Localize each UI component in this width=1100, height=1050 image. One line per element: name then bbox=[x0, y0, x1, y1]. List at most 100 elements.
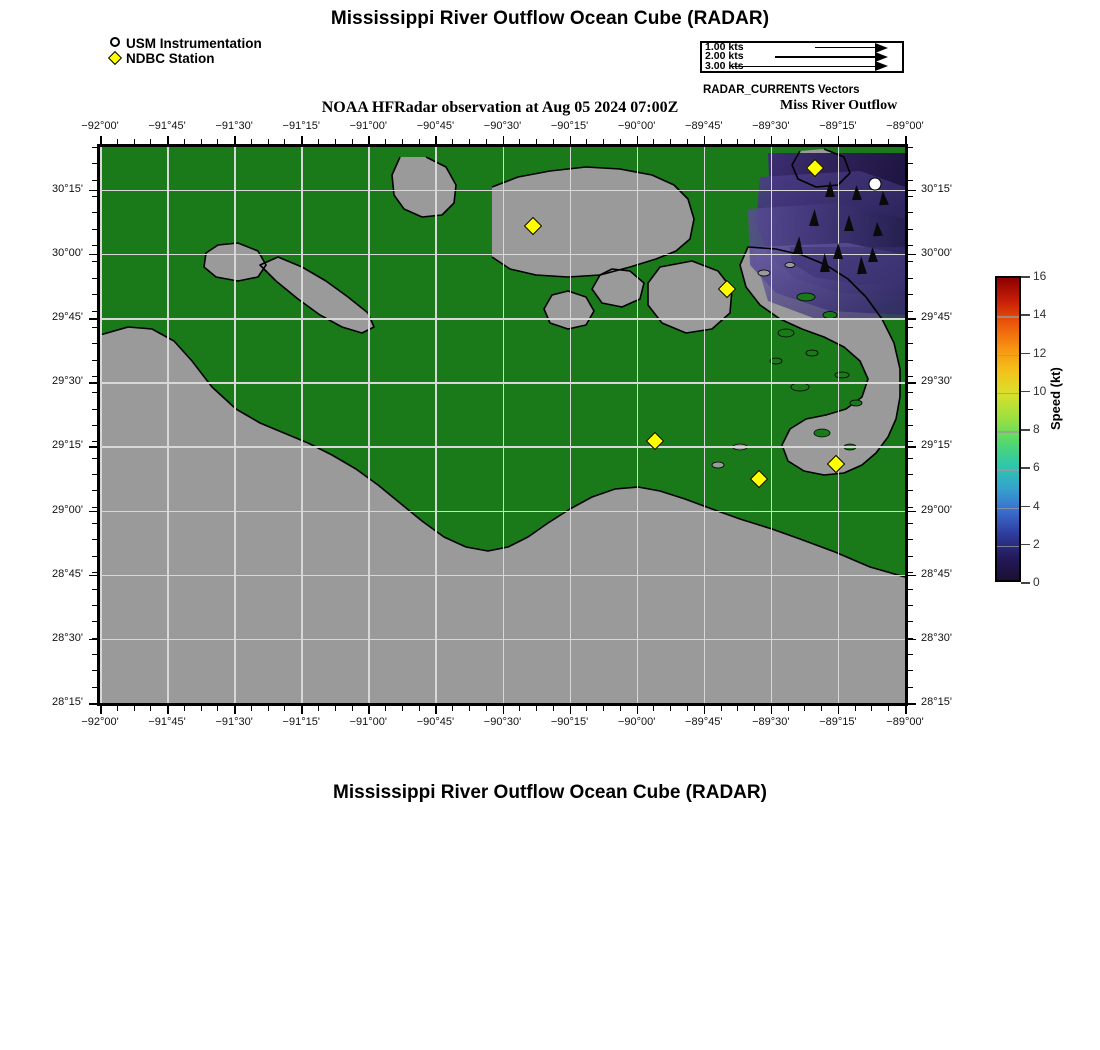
x-axis-minor-tick bbox=[502, 139, 504, 144]
y-axis-tick bbox=[89, 574, 97, 577]
x-axis-label: −90°30' bbox=[483, 716, 522, 728]
x-axis-minor-tick bbox=[821, 139, 823, 144]
y-axis-minor-tick bbox=[908, 523, 913, 525]
vector-scale-shaft bbox=[730, 65, 875, 67]
x-axis-minor-tick bbox=[301, 706, 303, 711]
bottom-title: Mississippi River Outflow Ocean Cube (RA… bbox=[333, 782, 767, 803]
x-axis-minor-tick bbox=[250, 139, 252, 144]
gridline-longitude bbox=[502, 147, 504, 703]
x-axis-label: −91°15' bbox=[282, 120, 320, 132]
x-axis-minor-tick bbox=[502, 706, 504, 711]
y-axis-tick bbox=[89, 318, 97, 320]
colorbar-tick bbox=[1021, 276, 1030, 278]
gridline-latitude bbox=[100, 703, 905, 705]
y-axis-minor-tick bbox=[92, 147, 97, 148]
x-axis-minor-tick bbox=[536, 706, 538, 711]
y-axis-minor-tick bbox=[908, 392, 913, 394]
y-axis-tick bbox=[908, 318, 916, 320]
x-axis-minor-tick bbox=[686, 139, 688, 144]
y-axis-minor-tick bbox=[908, 539, 913, 541]
colorbar-tick bbox=[1021, 352, 1030, 355]
x-axis-minor-tick bbox=[351, 139, 353, 144]
x-axis-label: −91°00' bbox=[349, 120, 388, 132]
y-axis-minor-tick bbox=[92, 425, 97, 426]
y-axis-label-left: 28°45' bbox=[52, 567, 83, 580]
x-axis-minor-tick bbox=[200, 139, 202, 144]
x-axis-minor-tick bbox=[905, 706, 906, 711]
colorbar-tick bbox=[1021, 543, 1030, 546]
x-axis-minor-tick bbox=[603, 139, 605, 144]
x-axis-minor-tick bbox=[167, 706, 169, 711]
x-axis-minor-tick bbox=[569, 706, 571, 711]
colorbar-segment-divider bbox=[997, 316, 1019, 318]
x-axis-minor-tick bbox=[284, 706, 286, 711]
y-axis-minor-tick bbox=[908, 245, 913, 247]
x-axis-minor-tick bbox=[133, 706, 135, 711]
x-axis-minor-tick bbox=[804, 706, 806, 711]
y-axis-minor-tick bbox=[908, 670, 913, 672]
y-axis-label-right: 30°00' bbox=[921, 246, 952, 259]
x-axis-minor-tick bbox=[183, 139, 185, 144]
x-axis-minor-tick bbox=[217, 139, 219, 144]
colorbar-tick-label: 2 bbox=[1033, 536, 1040, 551]
gridline-longitude bbox=[569, 147, 572, 703]
y-axis-minor-tick bbox=[908, 637, 913, 639]
legend-item-usm: USM Instrumentation bbox=[108, 36, 262, 51]
x-axis-label: −91°30' bbox=[215, 716, 253, 728]
colorbar-tick-label: 8 bbox=[1033, 422, 1040, 436]
x-axis-minor-tick bbox=[670, 139, 672, 144]
speed-colorbar[interactable]: 0 2 4 6 8 10 12 14 16 bbox=[995, 269, 1046, 589]
y-axis-minor-tick bbox=[92, 523, 97, 525]
y-axis-minor-tick bbox=[92, 539, 97, 541]
y-axis-minor-tick bbox=[92, 572, 97, 574]
y-axis-tick bbox=[908, 638, 916, 641]
x-axis-minor-tick bbox=[837, 706, 839, 711]
y-axis-minor-tick bbox=[92, 163, 97, 165]
vector-scale-label: 3.00 kts bbox=[705, 59, 744, 72]
y-axis-minor-tick bbox=[908, 506, 913, 508]
y-axis-tick bbox=[89, 253, 97, 256]
usm-instrumentation-1[interactable] bbox=[868, 177, 882, 191]
y-axis-tick bbox=[908, 574, 916, 577]
y-axis-label-right: 29°30' bbox=[921, 375, 952, 388]
page-title: Mississippi River Outflow Ocean Cube (RA… bbox=[330, 8, 770, 29]
y-axis-minor-tick bbox=[908, 261, 913, 263]
map-plot-area[interactable] bbox=[97, 144, 908, 706]
colorbar-tick bbox=[1021, 390, 1030, 393]
y-axis-label-left: 29°45' bbox=[52, 311, 83, 324]
x-axis-minor-tick bbox=[485, 706, 487, 711]
x-axis-minor-tick bbox=[452, 706, 454, 711]
x-axis-label: −91°15' bbox=[282, 716, 320, 728]
vector-scale-arrowhead bbox=[875, 61, 888, 72]
chart-subtitle: NOAA HFRadar observation at Aug 05 2024 … bbox=[321, 99, 679, 116]
y-axis-minor-tick bbox=[92, 375, 97, 377]
current-vector-11 bbox=[856, 256, 868, 275]
x-axis-minor-tick bbox=[854, 706, 856, 711]
y-axis-label-left: 30°15' bbox=[52, 182, 83, 195]
y-axis-minor-tick bbox=[908, 457, 913, 459]
x-axis-minor-tick bbox=[720, 139, 722, 144]
y-axis-label-right: 28°30' bbox=[921, 631, 952, 644]
x-axis-label: −92°00' bbox=[81, 716, 119, 728]
x-axis-minor-tick bbox=[234, 139, 236, 144]
y-axis-label-right: 28°45' bbox=[921, 567, 952, 580]
x-axis-minor-tick bbox=[888, 706, 890, 711]
x-axis-minor-tick bbox=[334, 139, 336, 144]
x-axis-minor-tick bbox=[619, 706, 621, 711]
y-axis-label-left: 29°30' bbox=[52, 375, 83, 388]
x-axis-minor-tick bbox=[234, 706, 236, 711]
x-axis-minor-tick bbox=[552, 139, 554, 144]
x-axis-minor-tick bbox=[267, 139, 269, 144]
colorbar-segment-divider bbox=[997, 469, 1019, 471]
current-vector-4 bbox=[808, 208, 820, 226]
x-axis-label: −90°30' bbox=[483, 120, 522, 132]
y-axis-minor-tick bbox=[908, 572, 913, 574]
gridline-longitude bbox=[167, 147, 169, 703]
x-axis-minor-tick bbox=[334, 706, 336, 711]
x-axis-minor-tick bbox=[318, 706, 320, 711]
y-axis-tick bbox=[89, 189, 97, 192]
vector-scale-shaft bbox=[775, 56, 875, 58]
y-axis-minor-tick bbox=[908, 179, 913, 181]
y-axis-minor-tick bbox=[908, 294, 913, 296]
y-axis-minor-tick bbox=[908, 359, 913, 361]
